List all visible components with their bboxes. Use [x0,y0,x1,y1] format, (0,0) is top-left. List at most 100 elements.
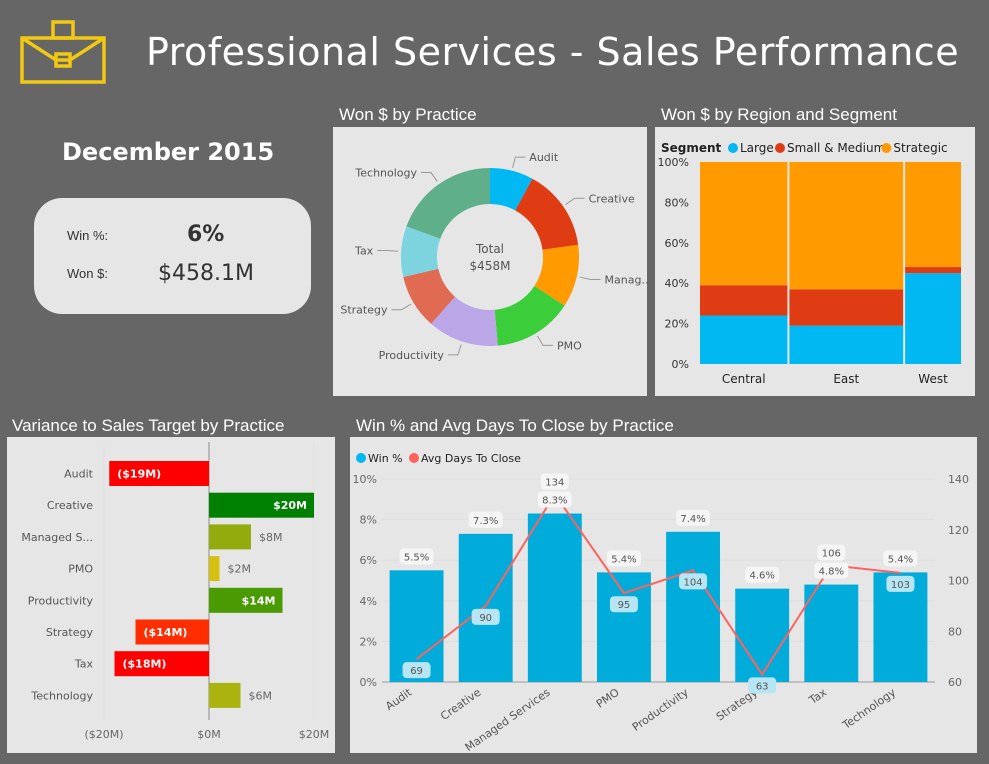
stacked-segment-central-small-medium [700,285,788,316]
donut-label: PMO [557,339,582,352]
variance-bar-6 [114,651,209,677]
stacked-segment-east-strategic [789,162,904,290]
y-tick-label: 40% [665,277,689,290]
line-data-label: 103 [891,580,910,591]
win-pct-bar-5 [735,588,790,682]
data-label: ($14M) [144,626,188,639]
bar-data-label: 4.6% [749,571,774,582]
category-label: PMO [68,563,93,576]
donut-label: Strategy [340,304,388,317]
line-label-bg [540,473,569,490]
line-label-bg [748,677,777,694]
donut-slice-productivity [431,296,498,346]
period-label: December 2015 [62,138,275,166]
y-tick-label: 60% [665,237,689,250]
donut-label: Creative [589,192,635,205]
x-tick-label: Central [722,372,766,386]
bar-label-bg [468,511,503,528]
donut-center-value: $458M [470,259,511,273]
y-tick-label: 80% [665,196,689,209]
y-right-tick-label: 100 [948,575,969,588]
x-tick-label: Productivity [630,686,691,734]
y-tick-label: 20% [665,318,689,331]
won-value: $458.1M [158,261,254,286]
donut-slice-strategy [403,268,455,324]
avg-days-line [415,492,901,677]
win-pct-bar-3 [596,572,651,682]
y-left-tick-label: 6% [360,554,377,567]
line-data-label: 63 [756,681,769,692]
x-tick-label: Creative [438,686,483,723]
donut-leader-line [512,156,526,168]
x-tick-label: Technology [839,686,898,733]
stacked-segment-central-strategic [700,162,788,286]
win-pct-label: Win %: [67,228,109,243]
bar-label-bg [745,566,780,583]
y-left-tick-label: 10% [353,473,377,486]
bar-label-bg [883,550,918,567]
variance-bar-5 [135,619,209,645]
category-label: Productivity [28,594,94,607]
x-tick-label: East [833,372,859,386]
line-label-bg [609,596,638,613]
win-pct-bar-4 [666,531,721,682]
donut-leader-line [536,335,553,346]
donut-label: Audit [529,151,559,164]
x-tick-label: $20M [299,728,330,741]
donut-slice-managed-services [534,244,579,306]
donut-slice-audit [490,168,533,211]
x-tick-label: $0M [197,728,221,741]
donut-slice-tax [401,226,441,277]
legend-marker-win-pct [356,453,366,463]
donut-center-label: Total [475,242,504,256]
x-tick-label: Tax [806,686,830,708]
win-pct-value: 6% [187,222,225,247]
stacked-segment-east-small-medium [789,289,904,326]
variance-title: Variance to Sales Target by Practice [12,416,285,435]
data-label: $20M [273,499,307,512]
y-right-tick-label: 140 [948,473,969,486]
stacked-segment-west-strategic [905,162,961,268]
category-label: Tax [74,658,94,671]
donut-label: Productivity [379,349,445,362]
donut-label: Tax [354,245,374,258]
legend-marker-large [728,143,738,153]
donut-slice-creative [515,178,579,250]
stacked-segment-west-small-medium [905,267,961,274]
page-title: Professional Services - Sales Performanc… [146,30,960,74]
donut-leader-line [579,276,601,280]
y-right-tick-label: 120 [948,524,969,537]
bar-data-label: 7.3% [473,516,498,527]
y-tick-label: 0% [672,358,689,371]
x-tick-label: Audit [383,685,415,713]
y-right-tick-label: 60 [948,676,962,689]
bar-label-bg [537,491,572,508]
bar-data-label: 5.4% [888,554,913,565]
data-label: ($18M) [123,658,167,671]
y-left-tick-label: 4% [360,595,377,608]
variance-bar-7 [209,682,241,708]
variance-chart: Audit ($19M) Creative $20M Managed S... $8M PM… [21,442,330,741]
category-label: Creative [47,499,93,512]
variance-bar-3 [209,556,220,582]
donut-label: Technology [354,167,417,180]
y-left-tick-label: 8% [360,514,377,527]
data-label: $2M [228,563,252,576]
line-label-bg [402,662,431,679]
legend-marker-strategic [881,143,892,153]
y-left-tick-label: 2% [360,635,377,648]
y-tick-label: 100% [658,156,689,169]
won-label: Won $: [67,266,108,281]
bar-label-bg [399,548,434,565]
donut-leader-line [377,250,399,252]
donut-leader-line [447,344,462,356]
legend-label: Avg Days To Close [421,452,521,465]
donut-slice-technology [406,168,490,239]
category-label: Audit [64,468,94,481]
legend-label: Small & Medium [787,141,885,155]
category-label: Strategy [46,626,94,639]
bar-data-label: 7.4% [680,514,705,525]
legend-title: Segment [661,141,722,155]
legend-label: Win % [368,452,403,465]
line-data-label: 106 [822,549,841,560]
